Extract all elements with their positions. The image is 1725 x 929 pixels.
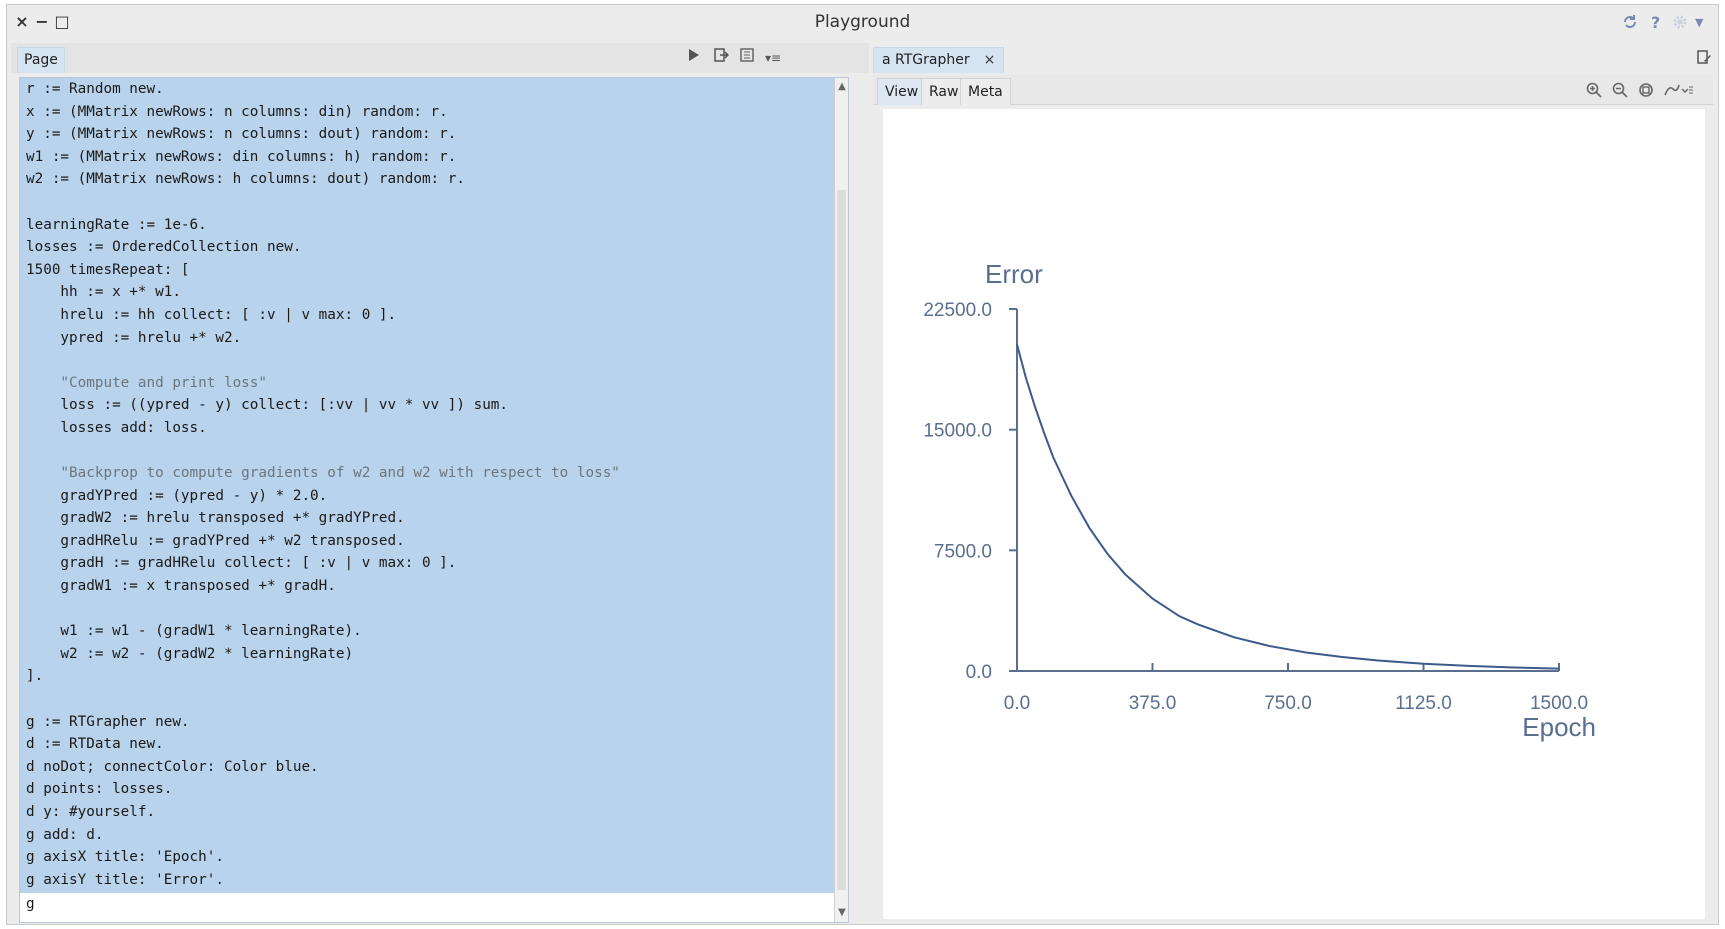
code-line[interactable]: loss := ((ypred - y) collect: [:vv | vv … xyxy=(26,397,509,414)
zoom-in-icon[interactable] xyxy=(1585,81,1603,103)
x-tick-label: 1125.0 xyxy=(1395,693,1452,714)
window-title: Playground xyxy=(814,12,911,32)
code-line[interactable]: r := Random new. xyxy=(26,81,164,97)
code-line[interactable]: gradH := gradHRelu collect: [ :v | v max… xyxy=(26,555,457,572)
code-line[interactable]: y := (MMatrix newRows: n columns: dout) … xyxy=(26,126,457,143)
gear-icon[interactable] xyxy=(1671,13,1689,36)
code-line[interactable]: w2 := w2 - (gradW2 * learningRate) xyxy=(26,645,354,662)
zoom-out-icon[interactable] xyxy=(1611,81,1629,103)
code-line[interactable]: w2 := (MMatrix newRows: h columns: dout)… xyxy=(26,171,465,188)
code-line[interactable]: d points: losses. xyxy=(26,781,173,798)
x-tick-label: 375.0 xyxy=(1129,693,1177,714)
editor-scrollbar[interactable]: ▲ ▼ xyxy=(834,78,848,922)
help-icon[interactable]: ? xyxy=(1651,13,1661,32)
code-line[interactable] xyxy=(26,191,848,214)
loss-curve-line xyxy=(1016,344,1560,670)
code-line[interactable] xyxy=(26,440,848,463)
code-editor[interactable]: r := Random new. x := (MMatrix newRows: n… xyxy=(19,77,849,923)
code-line[interactable]: g add: d. xyxy=(26,826,104,843)
inspect-menu-icon[interactable] xyxy=(1663,81,1693,103)
code-line[interactable]: ]. xyxy=(26,668,44,685)
close-tab-icon[interactable]: × xyxy=(983,52,996,68)
code-line[interactable]: gradHRelu := gradYPred +* w2 transposed. xyxy=(26,532,405,549)
code-line[interactable]: "Backprop to compute gradients of w2 and… xyxy=(26,465,620,482)
dropdown-icon[interactable]: ▼ xyxy=(1695,16,1704,29)
code-line[interactable]: g := RTGrapher new. xyxy=(26,713,190,730)
title-bar: × − □ Playground ? ▼ xyxy=(7,5,1718,41)
scroll-thumb[interactable] xyxy=(837,190,846,890)
code-line[interactable]: ypred := hrelu +* w2. xyxy=(26,329,242,346)
tab-meta[interactable]: Meta xyxy=(960,78,1011,105)
close-window-icon[interactable]: × xyxy=(15,12,29,31)
x-tick-label: 750.0 xyxy=(1264,693,1312,714)
tab-view[interactable]: View xyxy=(877,78,927,105)
selected-code-block[interactable]: r := Random new. x := (MMatrix newRows: n… xyxy=(20,78,848,893)
code-line[interactable]: hh := x +* w1. xyxy=(26,284,181,301)
code-line[interactable]: losses := OrderedCollection new. xyxy=(26,239,302,256)
do-it-icon[interactable] xyxy=(713,47,730,69)
edit-icon[interactable] xyxy=(1696,49,1712,69)
code-line[interactable] xyxy=(26,598,848,621)
code-line[interactable]: losses add: loss. xyxy=(26,419,207,436)
code-line[interactable]: 1500 timesRepeat: [ xyxy=(26,261,190,278)
inspect-icon[interactable] xyxy=(739,47,755,69)
code-line[interactable]: x := (MMatrix newRows: n columns: din) r… xyxy=(26,103,448,120)
tab-page[interactable]: Page xyxy=(17,47,65,73)
code-line[interactable]: w1 := w1 - (gradW1 * learningRate). xyxy=(26,623,362,640)
y-axis-title: Error xyxy=(985,259,1043,289)
y-tick-label: 15000.0 xyxy=(923,421,992,442)
code-line[interactable]: gradYPred := (ypred - y) * 2.0. xyxy=(26,487,328,504)
tab-rtgrapher-label: a RTGrapher xyxy=(882,52,970,68)
run-icon[interactable] xyxy=(687,47,701,69)
code-line[interactable] xyxy=(26,349,848,372)
left-tab-strip: Page ▾≡ xyxy=(11,43,869,73)
scroll-up-icon[interactable]: ▲ xyxy=(838,81,846,92)
code-line[interactable]: g axisY title: 'Error'. xyxy=(26,871,224,888)
code-line[interactable]: learningRate := 1e-6. xyxy=(26,216,207,233)
sync-icon[interactable] xyxy=(1621,13,1639,36)
code-line[interactable]: d := RTData new. xyxy=(26,736,164,753)
menu-icon[interactable]: ▾≡ xyxy=(765,51,782,65)
code-line[interactable]: hrelu := hh collect: [ :v | v max: 0 ]. xyxy=(26,306,397,323)
zoom-fit-icon[interactable] xyxy=(1637,81,1655,103)
x-axis-title: Epoch xyxy=(1522,712,1596,742)
x-tick-label: 0.0 xyxy=(1004,693,1030,714)
code-line[interactable]: d y: #yourself. xyxy=(26,804,156,820)
tab-rtgrapher[interactable]: a RTGrapher × xyxy=(873,47,1005,73)
x-tick-label: 1500.0 xyxy=(1530,693,1588,714)
code-line[interactable]: gradW1 := x transposed +* gradH. xyxy=(26,578,336,595)
y-tick-label: 22500.0 xyxy=(923,300,992,321)
chart-canvas[interactable]: 0.0 7500.0 15000.0 22500.0 0.0 375.0 750.0 1125… xyxy=(883,109,1705,919)
minimize-window-icon[interactable]: − xyxy=(35,12,49,31)
code-line[interactable]: gradW2 := hrelu transposed +* gradYPred. xyxy=(26,510,405,527)
code-line[interactable]: "Compute and print loss" xyxy=(26,374,268,391)
playground-window: × − □ Playground ? ▼ Page ▾≡ r := xyxy=(6,4,1719,925)
code-line[interactable]: g axisX title: 'Epoch'. xyxy=(26,849,224,866)
code-line[interactable]: d noDot; connectColor: Color blue. xyxy=(26,758,319,775)
scroll-down-icon[interactable]: ▼ xyxy=(838,907,846,918)
cursor-line[interactable]: g xyxy=(26,896,35,912)
maximize-window-icon[interactable]: □ xyxy=(54,12,70,31)
error-epoch-chart: 0.0 7500.0 15000.0 22500.0 0.0 375.0 750.0 1125… xyxy=(923,259,1596,742)
view-subtab-strip: View Raw Meta xyxy=(873,75,1713,105)
y-tick-label: 7500.0 xyxy=(934,541,992,562)
code-line[interactable] xyxy=(26,688,848,711)
y-tick-label: 0.0 xyxy=(966,662,992,683)
inspector-pane: a RTGrapher × View Raw Meta 0.0 7500.0 1500… xyxy=(871,43,1716,923)
playground-page-pane: Page ▾≡ r := Random new. x := (MMatrix ne… xyxy=(11,43,869,923)
code-line[interactable]: w1 := (MMatrix newRows: din columns: h) … xyxy=(26,148,457,165)
